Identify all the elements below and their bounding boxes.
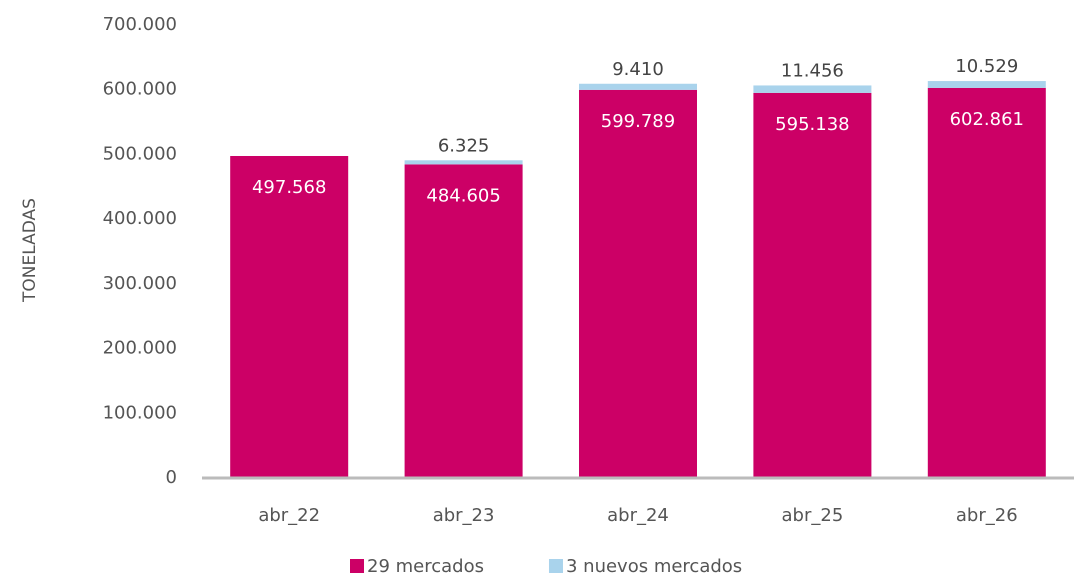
data-label: 10.529 bbox=[955, 56, 1018, 77]
y-axis-label: TONELADAS bbox=[20, 198, 40, 303]
legend-label: 3 nuevos mercados bbox=[566, 556, 742, 577]
y-tick-label: 700.000 bbox=[103, 14, 177, 35]
data-label: 497.568 bbox=[252, 177, 326, 198]
legend-swatch bbox=[548, 559, 563, 573]
y-tick-label: 100.000 bbox=[103, 402, 177, 423]
y-tick-label: 200.000 bbox=[103, 338, 177, 359]
x-tick-label: abr_24 bbox=[607, 505, 669, 526]
bar-segment bbox=[579, 83, 697, 90]
data-label: 484.605 bbox=[426, 185, 500, 206]
bar-segment bbox=[230, 156, 349, 478]
bar-segment bbox=[753, 85, 872, 93]
y-tick-label: 0 bbox=[166, 467, 177, 488]
x-tick-label: abr_22 bbox=[258, 505, 320, 526]
x-tick-label: abr_25 bbox=[782, 505, 844, 526]
bar-segment bbox=[927, 87, 1046, 479]
bar-segment bbox=[404, 164, 523, 478]
data-label: 6.325 bbox=[438, 135, 490, 156]
bar-segment bbox=[579, 89, 697, 478]
bar-segment bbox=[927, 81, 1046, 88]
data-label: 9.410 bbox=[612, 59, 664, 80]
legend-label: 29 mercados bbox=[367, 556, 484, 577]
x-tick-label: abr_26 bbox=[956, 505, 1018, 526]
y-tick-label: 400.000 bbox=[103, 208, 177, 229]
bar-segment bbox=[404, 160, 523, 165]
data-label: 11.456 bbox=[781, 60, 844, 81]
data-label: 602.861 bbox=[950, 109, 1024, 130]
y-tick-label: 300.000 bbox=[103, 273, 177, 294]
bar-segment bbox=[753, 92, 872, 479]
y-tick-label: 600.000 bbox=[103, 79, 177, 100]
y-tick-label: 500.000 bbox=[103, 143, 177, 164]
legend-swatch bbox=[350, 559, 364, 573]
data-label: 599.789 bbox=[601, 111, 675, 132]
x-tick-label: abr_23 bbox=[433, 505, 495, 526]
data-label: 595.138 bbox=[775, 114, 849, 135]
